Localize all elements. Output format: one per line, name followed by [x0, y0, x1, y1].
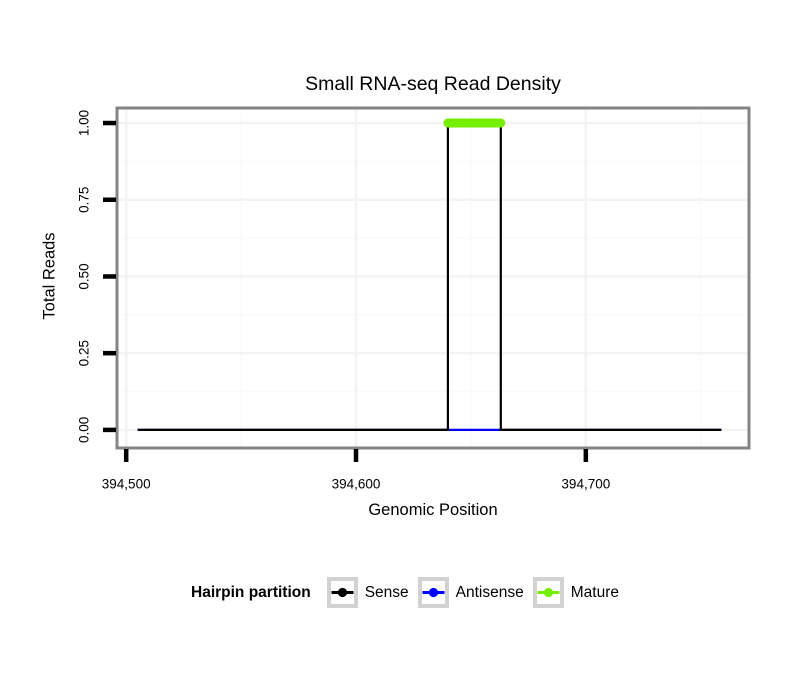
legend-key-glyph-icon: [422, 587, 445, 598]
legend-item-antisense: Antisense: [417, 577, 524, 608]
x-axis-title: Genomic Position: [368, 501, 498, 519]
plot-area: 394,500 394,600 394,700 0.00 0.25 0.50 0.75 1.0…: [77, 106, 751, 492]
x-tick-label: 394,600: [332, 477, 381, 492]
legend: Hairpin partition Sense Antisense Mature: [0, 577, 810, 608]
legend-key-point: [428, 587, 438, 598]
panel-background: [117, 108, 749, 448]
chart-title: Small RNA-seq Read Density: [305, 73, 561, 95]
legend-key-box-antisense: [417, 577, 449, 608]
legend-key-box-mature: [532, 577, 564, 608]
y-tick-label: 0.25: [77, 340, 92, 366]
legend-label-antisense: Antisense: [455, 583, 524, 601]
legend-key-box-sense: [326, 577, 358, 608]
legend-label-mature: Mature: [570, 583, 619, 601]
legend-items: Sense Antisense Mature: [326, 577, 619, 608]
legend-key-glyph-icon: [537, 587, 560, 598]
y-tick-label: 0.50: [77, 263, 92, 289]
legend-key-point: [337, 587, 347, 598]
legend-key-glyph-icon: [331, 587, 354, 598]
y-tick-label: 0.75: [77, 187, 92, 213]
x-tick-label: 394,700: [561, 477, 610, 492]
y-tick-label: 1.00: [77, 110, 92, 136]
x-tick-label: 394,500: [102, 477, 151, 492]
panel-border: [115, 106, 751, 450]
legend-item-mature: Mature: [532, 577, 619, 608]
legend-item-sense: Sense: [326, 577, 409, 608]
y-tick-label: 0.00: [77, 417, 92, 443]
legend-key-point: [543, 587, 553, 598]
legend-label-sense: Sense: [364, 583, 409, 601]
legend-title: Hairpin partition: [191, 583, 311, 601]
